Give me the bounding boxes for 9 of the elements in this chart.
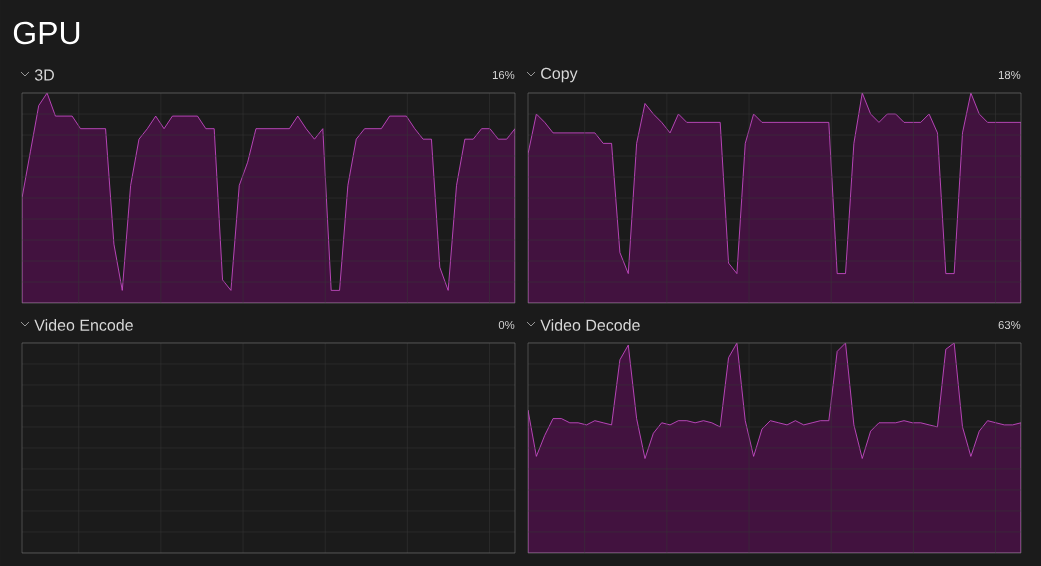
chart-title: 3D [34,69,54,81]
text: GPU [13,21,80,45]
chart-title: Copy [541,67,578,83]
chart-title: Video Decode [540,319,640,331]
text: 16% [492,70,515,79]
text: Video Encode [34,319,133,331]
text: 0% [498,320,515,329]
text: 63% [998,320,1021,329]
text: 18% [998,70,1021,79]
